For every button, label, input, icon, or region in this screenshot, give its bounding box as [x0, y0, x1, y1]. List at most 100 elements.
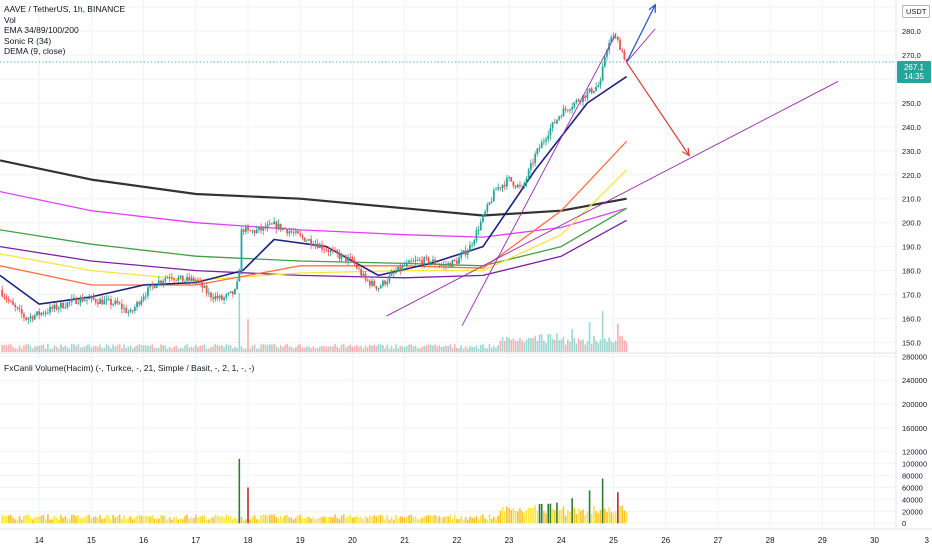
- volume-bar: [562, 336, 565, 352]
- volume-indicator-legend[interactable]: FxCanli Volume(Hacim) (-, Turkce, -, 21,…: [4, 363, 255, 373]
- volume-bar: [238, 293, 241, 352]
- volume-bar: [131, 348, 134, 352]
- volume-pane-bar: [525, 509, 528, 524]
- volume-bar: [73, 344, 75, 352]
- volume-bar: [316, 348, 319, 352]
- volume-bar: [527, 337, 530, 352]
- volume-pane-bar: [453, 514, 456, 524]
- legend-dema[interactable]: DEMA (9, close): [4, 46, 66, 56]
- time-tick-label: 14: [35, 536, 44, 545]
- candle-body: [501, 184, 504, 189]
- volume-tick-label: 160000: [902, 424, 927, 433]
- legend-symbol[interactable]: AAVE / TetherUS, 1h, BINANCE: [4, 4, 126, 14]
- volume-bar: [486, 348, 489, 352]
- volume-pane-bar: [506, 506, 508, 524]
- volume-bar: [551, 338, 554, 352]
- legend-sonic[interactable]: Sonic R (34): [4, 35, 52, 46]
- time-tick-label: 30: [870, 536, 879, 545]
- candle-body: [318, 244, 321, 248]
- volume-bar: [329, 346, 332, 352]
- price-axis-bg: [896, 0, 932, 550]
- bullish-arrow: [626, 4, 656, 63]
- candle-body: [358, 268, 360, 270]
- candle-body: [345, 255, 347, 261]
- volume-pane[interactable]: [0, 352, 896, 524]
- volume-pane-bar: [490, 518, 493, 524]
- candle-body: [377, 288, 380, 290]
- candle-body: [62, 302, 64, 309]
- volume-bar: [466, 348, 469, 352]
- candle-body: [349, 257, 352, 258]
- volume-bar: [240, 346, 243, 352]
- volume-bar: [423, 345, 426, 352]
- volume-pane-bar: [397, 518, 399, 524]
- volume-pane-bar: [284, 515, 286, 524]
- volume-bar: [395, 344, 397, 352]
- candle-body: [475, 230, 478, 241]
- candle-body: [371, 280, 373, 286]
- legend-ema[interactable]: EMA 34/89/100/200: [4, 25, 79, 35]
- price-tick-label: 280.0: [902, 27, 921, 36]
- volume-bar: [181, 348, 184, 352]
- currency-button[interactable]: USDT: [902, 5, 931, 18]
- volume-bar: [429, 344, 432, 352]
- legend-vol[interactable]: Vol: [4, 14, 16, 25]
- volume-pane-bar: [434, 514, 436, 524]
- volume-bar: [386, 344, 389, 352]
- candle-body: [20, 309, 23, 314]
- volume-pane-bar: [131, 519, 134, 524]
- volume-bar: [586, 341, 589, 352]
- candle-body: [210, 292, 212, 298]
- volume-pane-bar: [12, 517, 14, 524]
- candle-body: [199, 281, 202, 283]
- volume-pane-bar: [586, 511, 589, 524]
- candle-body: [40, 312, 43, 315]
- candle-body: [297, 231, 299, 234]
- volume-bar: [425, 345, 428, 352]
- volume-bar: [214, 344, 217, 352]
- candle-body: [623, 51, 626, 60]
- ma-line: [0, 190, 627, 238]
- volume-pane-bar: [458, 518, 460, 524]
- volume-pane-bar: [527, 507, 530, 524]
- volume-bar: [617, 323, 619, 352]
- candle-body: [73, 297, 75, 299]
- volume-pane-bar: [199, 516, 201, 524]
- volume-pane-bar: [501, 506, 504, 524]
- candle-body: [218, 295, 221, 299]
- volume-pane-bar: [310, 518, 312, 524]
- candle-body: [266, 224, 269, 229]
- trend-drawings[interactable]: [0, 3, 896, 326]
- candle-body: [27, 318, 30, 320]
- candle-body: [569, 109, 571, 111]
- volume-bar: [453, 344, 456, 352]
- volume-bar: [10, 344, 12, 352]
- volume-pane-bar: [436, 517, 439, 524]
- volume-bar: [216, 344, 219, 352]
- volume-pane-bar: [419, 519, 421, 524]
- candle-body: [253, 230, 256, 233]
- volume-pane-bar: [53, 516, 56, 524]
- candle-body: [303, 237, 306, 242]
- volume-pane-bar: [118, 514, 121, 524]
- candle-body: [105, 299, 108, 301]
- volume-bar: [129, 345, 132, 352]
- candle-body: [264, 226, 267, 229]
- candle-body: [38, 311, 41, 315]
- candle-body: [597, 85, 600, 87]
- candle-body: [116, 300, 119, 304]
- volume-pane-bar: [266, 515, 269, 524]
- volume-bar: [543, 340, 545, 352]
- volume-bar: [299, 344, 302, 352]
- volume-bar: [38, 345, 40, 352]
- volume-pane-bar: [590, 514, 593, 524]
- volume-pane-bar: [308, 516, 310, 524]
- volume-bar: [79, 347, 82, 352]
- volume-bar: [158, 347, 160, 352]
- candle-body: [49, 306, 51, 313]
- volume-pane-bar: [29, 516, 32, 524]
- candle-body: [536, 148, 539, 155]
- volume-bar: [142, 345, 145, 352]
- volume-bar: [166, 348, 169, 352]
